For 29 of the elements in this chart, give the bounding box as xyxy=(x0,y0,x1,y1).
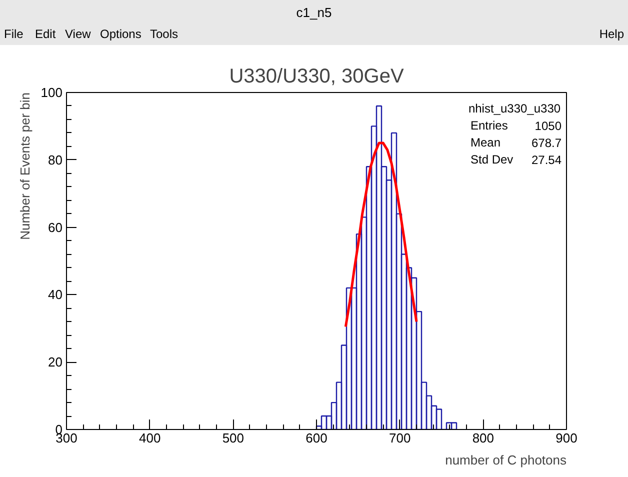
x-tick-label: 900 xyxy=(556,430,578,446)
y-axis-title: Number of Events per bin xyxy=(18,92,32,240)
text: File xyxy=(4,26,24,43)
annotation: Mean xyxy=(470,136,501,150)
y-tick-label: 20 xyxy=(48,354,63,370)
y-tick-label: 80 xyxy=(48,152,63,168)
chart-title: U330/U330, 30GeV xyxy=(229,66,404,88)
y-tick-label: 100 xyxy=(40,85,63,100)
text: c1_n5 xyxy=(295,4,333,22)
annotation: 27.54 xyxy=(531,153,562,167)
y-tick-label: 40 xyxy=(48,287,63,302)
text: Tools xyxy=(150,26,178,43)
text: Options xyxy=(100,26,142,43)
y-tick-label: 60 xyxy=(48,220,63,235)
text: Help xyxy=(599,26,624,43)
x-tick-label: 600 xyxy=(306,430,328,446)
x-tick-label: 400 xyxy=(138,430,161,446)
line-series xyxy=(344,142,418,328)
annotation: Entries xyxy=(470,118,508,132)
annotation: Std Dev xyxy=(470,152,514,166)
x-axis-title: number of C photons xyxy=(445,452,567,468)
annotation: 1050 xyxy=(534,119,562,133)
x-tick-label: 800 xyxy=(472,430,494,446)
text: View xyxy=(65,26,91,43)
annotation: 678.7 xyxy=(531,136,562,150)
text: Edit xyxy=(35,26,56,43)
x-tick-label: 500 xyxy=(222,430,244,446)
x-tick-label: 700 xyxy=(388,430,411,446)
annotation: nhist_u330_u330 xyxy=(468,102,561,116)
